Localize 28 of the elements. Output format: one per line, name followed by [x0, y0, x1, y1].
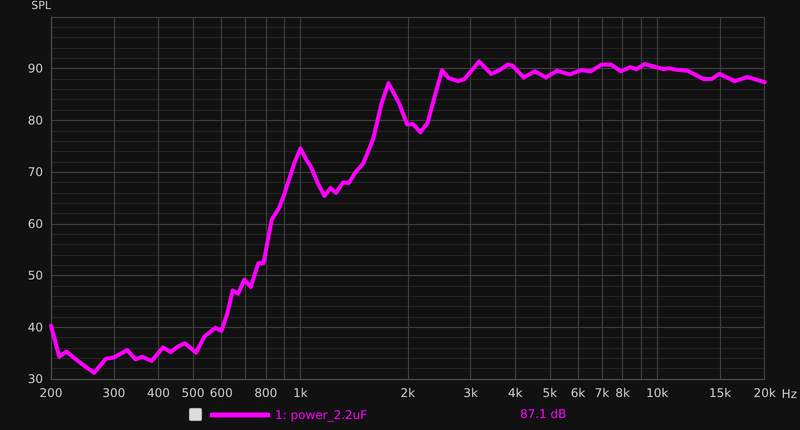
y-tick-label: 30 — [28, 372, 43, 386]
x-tick-label: 10k — [646, 386, 668, 400]
x-tick-label: 4k — [508, 386, 523, 400]
y-tick-label: 60 — [28, 216, 43, 231]
x-tick-label: 300 — [102, 386, 126, 400]
x-tick-label: 7k — [594, 386, 610, 400]
x-tick-label: 500 — [182, 386, 204, 400]
y-axis-title: SPL — [31, 0, 52, 12]
y-tick-label: 80 — [28, 113, 43, 128]
x-tick-label: 200 — [40, 386, 62, 400]
x-tick-label: 8k — [615, 386, 630, 400]
x-tick-label: 5k — [542, 386, 558, 400]
x-tick-label: 3k — [463, 386, 478, 400]
y-tick-label: 90 — [28, 62, 43, 76]
y-tick-label: 50 — [28, 268, 43, 283]
x-tick-label: 400 — [146, 386, 170, 400]
y-tick-label: 70 — [28, 165, 43, 180]
legend-label: 1: power_2.2uF — [275, 408, 368, 422]
x-tick-label: 1k — [293, 386, 308, 400]
x-tick-label: 15k — [708, 386, 732, 400]
x-tick-label: 600 — [210, 386, 233, 400]
x-tick-label: 800 — [254, 386, 278, 400]
x-tick-label: 20k — [754, 386, 776, 400]
x-axis-title: Hz — [782, 387, 798, 401]
x-tick-label: 6k — [570, 386, 586, 400]
text: 87.1 dB — [520, 407, 566, 421]
y-tick-label: 40 — [28, 320, 43, 334]
x-tick-label: 2k — [400, 386, 416, 400]
